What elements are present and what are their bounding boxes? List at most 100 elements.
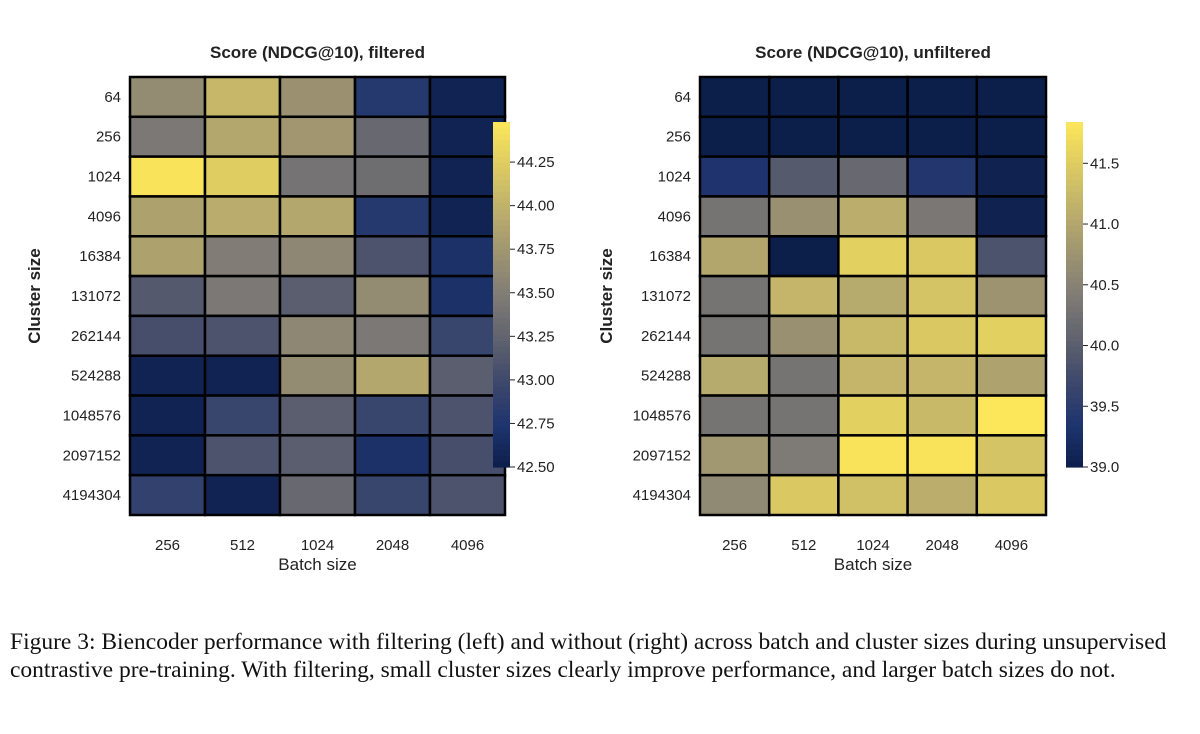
colorbar-segment — [493, 386, 510, 393]
colorbar-segment — [1066, 449, 1083, 457]
colorbar-segment — [493, 329, 510, 336]
heatmap-cell — [278, 314, 357, 357]
heatmap-cell — [767, 274, 840, 318]
heatmap-cell — [767, 354, 840, 397]
x-axis-label: Batch size — [834, 555, 912, 574]
heatmap-cell — [353, 354, 432, 397]
heatmap-cell — [128, 394, 207, 437]
colorbar-segment — [493, 202, 510, 209]
heatmap-cell — [353, 274, 432, 318]
y-tick-label: 256 — [666, 129, 691, 146]
heatmap-cell — [975, 195, 1048, 238]
y-tick-label: 131072 — [71, 288, 121, 305]
heatmap-cell — [767, 314, 840, 357]
x-tick-label: 2048 — [376, 537, 409, 554]
heatmap-cell — [698, 314, 771, 357]
heatmap-cell — [975, 473, 1048, 517]
colorbar-tick-label: 43.25 — [517, 328, 555, 345]
y-tick-label: 1048576 — [63, 407, 121, 424]
colorbar-segment — [1066, 329, 1083, 336]
heatmap-cell — [767, 235, 840, 278]
heatmap-cell — [975, 434, 1048, 477]
heatmap-cell — [698, 235, 771, 278]
colorbar-segment — [493, 294, 510, 301]
colorbar-segment — [1066, 254, 1083, 261]
colorbar-segment — [493, 288, 510, 296]
heatmap-cell — [353, 115, 432, 158]
heatmap-cell — [837, 354, 909, 397]
x-tick-label: 4096 — [995, 537, 1028, 554]
colorbar-segment — [1066, 409, 1083, 416]
colorbar-segment — [493, 311, 510, 319]
colorbar-segment — [1066, 461, 1083, 468]
colorbar-segment — [1066, 237, 1083, 244]
colorbar-segment — [1066, 150, 1083, 158]
chart-title: Score (NDCG@10), unfiltered — [755, 43, 991, 62]
heatmap-cell — [353, 195, 432, 238]
colorbar-segment — [1066, 392, 1083, 399]
heatmap-cell — [353, 473, 432, 517]
y-tick-label: 64 — [674, 89, 691, 106]
colorbar-segment — [1066, 421, 1083, 428]
colorbar-segment — [493, 237, 510, 244]
heatmap-cell — [128, 75, 207, 119]
colorbar-segment — [493, 139, 510, 146]
colorbar-segment — [493, 461, 510, 468]
heatmap-cell — [975, 274, 1048, 318]
colorbar-segment — [1066, 242, 1083, 250]
colorbar-segment — [1066, 306, 1083, 313]
colorbar-segment — [1066, 398, 1083, 405]
colorbar-segment — [493, 449, 510, 457]
colorbar-segment — [1066, 191, 1083, 198]
y-tick-label: 524288 — [641, 368, 691, 385]
x-tick-label: 1024 — [856, 537, 889, 554]
colorbar-segment — [493, 380, 510, 388]
colorbar-segment — [1066, 168, 1083, 175]
colorbar-segment — [1066, 288, 1083, 296]
colorbar-tick-label: 43.50 — [517, 285, 555, 302]
heatmap-cell — [767, 115, 840, 158]
heatmap-cell — [975, 314, 1048, 357]
heatmap-cell — [203, 115, 282, 158]
heatmap-cell — [428, 473, 507, 517]
heatmap-cell — [906, 274, 979, 318]
heatmap-cell — [203, 195, 282, 238]
heatmap-cell — [203, 394, 282, 437]
heatmap-cell — [203, 434, 282, 477]
heatmap-cell — [353, 75, 432, 119]
colorbar-tick-label: 42.75 — [517, 415, 555, 432]
heatmap-cell — [837, 115, 909, 158]
colorbar-segment — [1066, 185, 1083, 192]
y-tick-label: 16384 — [79, 248, 121, 265]
colorbar-segment — [493, 231, 510, 238]
colorbar-segment — [1066, 455, 1083, 462]
heatmap-cell — [906, 195, 979, 238]
colorbar-segment — [493, 219, 510, 227]
heatmap-cell — [278, 394, 357, 437]
heatmap-cell — [128, 155, 207, 198]
heatmap-cell — [278, 434, 357, 477]
heatmap-cell — [698, 195, 771, 238]
y-tick-label: 131072 — [641, 288, 691, 305]
heatmap-cell — [353, 314, 432, 357]
heatmap-cell — [428, 75, 507, 119]
colorbar-segment — [1066, 317, 1083, 324]
colorbar-segment — [493, 415, 510, 422]
heatmap-cell — [975, 155, 1048, 198]
colorbar-segment — [1066, 432, 1083, 439]
heatmap-cell — [837, 434, 909, 477]
colorbar-segment — [1066, 380, 1083, 388]
x-axis-label: Batch size — [278, 555, 356, 574]
colorbar-tick-label: 41.5 — [1090, 155, 1119, 172]
y-tick-label: 262144 — [641, 328, 691, 345]
colorbar-segment — [1066, 403, 1083, 411]
heatmap-cell — [698, 473, 771, 517]
heatmap-cell — [278, 274, 357, 318]
colorbar-segment — [1066, 386, 1083, 393]
heatmap-cell — [353, 434, 432, 477]
colorbar-segment — [493, 323, 510, 330]
colorbar-tick-label: 39.0 — [1090, 459, 1119, 476]
y-tick-label: 1048576 — [633, 407, 691, 424]
y-tick-label: 4194304 — [633, 487, 691, 504]
heatmap-cell — [837, 195, 909, 238]
